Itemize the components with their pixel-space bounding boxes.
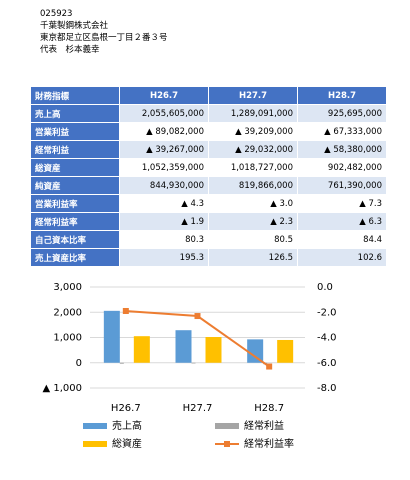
value-cell: 126.5: [208, 248, 298, 267]
value-cell: ▲ 58,380,000: [297, 140, 387, 159]
y2-tick-label: -2.0: [317, 307, 337, 318]
y2-tick-label: -8.0: [317, 383, 337, 394]
value-cell: 84.4: [297, 230, 387, 249]
value-cell: ▲ 39,267,000: [119, 140, 209, 159]
legend-swatch: [224, 441, 230, 447]
value-cell: 902,482,000: [297, 158, 387, 177]
value-cell: 1,018,727,000: [208, 158, 298, 177]
row-label: 営業利益率: [30, 194, 120, 213]
row-label: 売上資産比率: [30, 248, 120, 267]
row-label: 経常利益: [30, 140, 120, 159]
row-label: 総資産: [30, 158, 120, 177]
y2-tick-label: 0.0: [317, 282, 333, 293]
bar: [191, 362, 196, 364]
y2-tick-label: -4.0: [317, 333, 337, 344]
value-cell: 761,390,000: [297, 176, 387, 195]
table-row: 営業利益 ▲ 89,082,000 ▲ 39,209,000 ▲ 67,333,000: [30, 122, 387, 141]
bar: [247, 339, 264, 363]
value-cell: ▲ 39,209,000: [208, 122, 298, 141]
value-cell: ▲ 1.9: [119, 212, 209, 231]
row-label: 経常利益率: [30, 212, 120, 231]
value-cell: 925,695,000: [297, 104, 387, 123]
value-cell: 1,289,091,000: [208, 104, 298, 123]
value-cell: ▲ 2.3: [208, 212, 298, 231]
legend-swatch: [83, 441, 107, 447]
value-cell: 195.3: [119, 248, 209, 267]
line-marker: [122, 307, 129, 314]
legend-label: 総資産: [112, 437, 142, 450]
table-header-row: 財務指標 H26.7 H27.7 H28.7: [30, 86, 387, 105]
bar: [205, 337, 222, 363]
row-label: 純資産: [30, 176, 120, 195]
x-tick-label: H27.7: [183, 403, 213, 414]
x-tick-label: H26.7: [111, 403, 141, 414]
value-cell: 80.3: [119, 230, 209, 249]
row-label: 売上高: [30, 104, 120, 123]
header-line: 東京都足立区島根一丁目２番３号: [40, 33, 168, 43]
header-line: 025923: [40, 9, 73, 19]
value-cell: ▲ 89,082,000: [119, 122, 209, 141]
bar: [103, 310, 120, 363]
line-marker: [194, 313, 201, 320]
header-cell: 財務指標: [30, 86, 120, 105]
table-row: 経常利益率 ▲ 1.9 ▲ 2.3 ▲ 6.3: [30, 212, 387, 231]
company-header: 025923 千葉製鋼株式会社東京都足立区島根一丁目２番３号 代表 杉本義幸: [40, 8, 168, 56]
bar: [119, 362, 124, 364]
y-tick-label: 0: [76, 358, 82, 369]
y-tick-label: 3,000: [53, 282, 82, 293]
y-tick-label: 2,000: [53, 307, 82, 318]
value-cell: ▲ 29,032,000: [208, 140, 298, 159]
value-cell: 102.6: [297, 248, 387, 267]
bar: [133, 336, 150, 363]
value-cell: 1,052,359,000: [119, 158, 209, 177]
y2-tick-label: -6.0: [317, 358, 337, 369]
table-row: 総資産 1,052,359,000 1,018,727,000 902,482,000: [30, 158, 387, 177]
table-row: 営業利益率 ▲ 4.3 ▲ 3.0 ▲ 7.3: [30, 194, 387, 213]
x-tick-label: H28.7: [254, 403, 284, 414]
legend-swatch: [83, 423, 107, 429]
row-label: 自己資本比率: [30, 230, 120, 249]
legend-label: 経常利益: [244, 419, 284, 432]
legend-label: 売上高: [112, 419, 142, 432]
header-line: 代表 杉本義幸: [40, 45, 100, 55]
line-marker: [266, 363, 273, 370]
bar: [277, 339, 294, 363]
value-cell: ▲ 7.3: [297, 194, 387, 213]
value-cell: ▲ 67,333,000: [297, 122, 387, 141]
table-row: 自己資本比率 80.3 80.5 84.4: [30, 230, 387, 249]
y-tick-label: ▲ 1,000: [43, 383, 83, 394]
value-cell: 2,055,605,000: [119, 104, 209, 123]
value-cell: 844,930,000: [119, 176, 209, 195]
value-cell: ▲ 4.3: [119, 194, 209, 213]
value-cell: ▲ 6.3: [297, 212, 387, 231]
header-cell: H26.7: [119, 86, 209, 105]
chart: 3,000 2,000 1,000 0 ▲ 1,000 0.0 -2.0 -4.0 -6.0 -8…: [43, 282, 337, 450]
bar: [175, 330, 192, 363]
value-cell: 819,866,000: [208, 176, 298, 195]
table-row: 経常利益 ▲ 39,267,000 ▲ 29,032,000 ▲ 58,380,000: [30, 140, 387, 159]
financial-table: 財務指標 H26.7 H27.7 H28.7 売上高 2,055,605,000 1,289…: [30, 86, 387, 267]
value-cell: ▲ 3.0: [208, 194, 298, 213]
table-row: 売上高 2,055,605,000 1,289,091,000 925,695,000: [30, 104, 387, 123]
header-cell: H27.7: [208, 86, 298, 105]
legend-label: 経常利益率: [244, 437, 294, 450]
y-tick-label: 1,000: [53, 333, 82, 344]
header-line: 千葉製鋼株式会社: [40, 21, 109, 31]
table-row: 純資産 844,930,000 819,866,000 761,390,000: [30, 176, 387, 195]
row-label: 営業利益: [30, 122, 120, 141]
legend-swatch: [215, 423, 239, 429]
value-cell: 80.5: [208, 230, 298, 249]
header-cell: H28.7: [297, 86, 387, 105]
table-row: 売上資産比率 195.3 126.5 102.6: [30, 248, 387, 267]
